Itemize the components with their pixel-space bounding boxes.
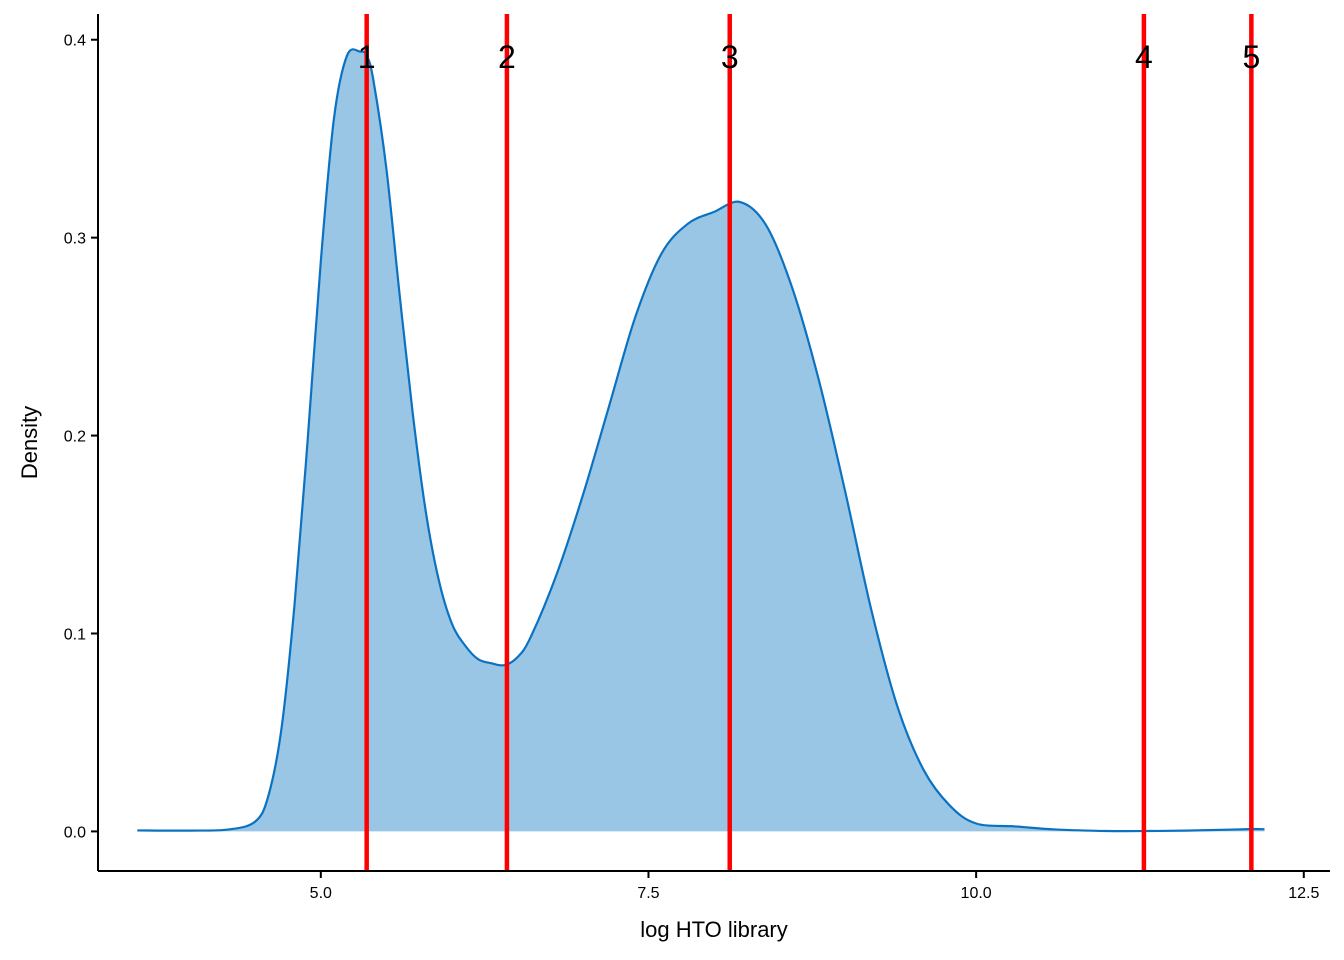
density-area — [137, 49, 1265, 832]
threshold-lines: 1 2 3 4 5 — [358, 14, 1260, 871]
density-line — [137, 48, 1265, 833]
y-axis-ticks: 0.0 0.1 0.2 0.3 0.4 — [64, 33, 98, 841]
y-tick-label: 0.0 — [64, 824, 86, 841]
x-axis-title: log HTO library — [640, 917, 788, 942]
x-tick-label: 7.5 — [637, 885, 659, 902]
x-tick-label: 10.0 — [961, 885, 992, 902]
threshold-label: 1 — [358, 39, 376, 75]
y-axis-title: Density — [17, 406, 42, 479]
threshold-label: 4 — [1135, 39, 1153, 75]
threshold-label: 2 — [498, 39, 516, 75]
y-tick-label: 0.1 — [64, 626, 86, 643]
y-tick-label: 0.4 — [64, 33, 86, 50]
threshold-label: 5 — [1242, 39, 1260, 75]
x-tick-label: 12.5 — [1288, 885, 1319, 902]
x-axis-ticks: 5.0 7.5 10.0 12.5 — [310, 871, 1319, 902]
x-tick-label: 5.0 — [310, 885, 332, 902]
y-tick-label: 0.3 — [64, 231, 86, 248]
threshold-label: 3 — [721, 39, 739, 75]
y-tick-label: 0.2 — [64, 429, 86, 446]
